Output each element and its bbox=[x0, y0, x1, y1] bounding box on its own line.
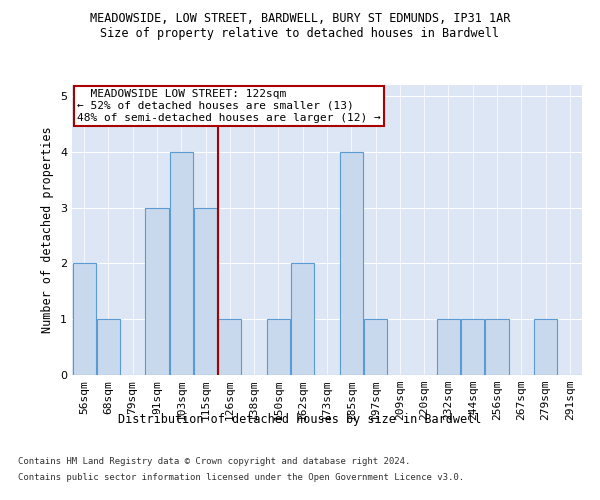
Bar bbox=[364, 319, 387, 375]
Y-axis label: Number of detached properties: Number of detached properties bbox=[41, 126, 55, 334]
Text: MEADOWSIDE LOW STREET: 122sqm
← 52% of detached houses are smaller (13)
48% of s: MEADOWSIDE LOW STREET: 122sqm ← 52% of d… bbox=[77, 90, 381, 122]
Bar bbox=[340, 152, 363, 375]
Text: Size of property relative to detached houses in Bardwell: Size of property relative to detached ho… bbox=[101, 28, 499, 40]
Text: MEADOWSIDE, LOW STREET, BARDWELL, BURY ST EDMUNDS, IP31 1AR: MEADOWSIDE, LOW STREET, BARDWELL, BURY S… bbox=[90, 12, 510, 26]
Bar bbox=[534, 319, 557, 375]
Bar bbox=[437, 319, 460, 375]
Bar bbox=[145, 208, 169, 375]
Bar bbox=[461, 319, 484, 375]
Bar bbox=[170, 152, 193, 375]
Bar bbox=[97, 319, 120, 375]
Text: Contains public sector information licensed under the Open Government Licence v3: Contains public sector information licen… bbox=[18, 472, 464, 482]
Bar bbox=[485, 319, 509, 375]
Bar bbox=[194, 208, 217, 375]
Bar bbox=[267, 319, 290, 375]
Bar bbox=[218, 319, 241, 375]
Text: Distribution of detached houses by size in Bardwell: Distribution of detached houses by size … bbox=[118, 412, 482, 426]
Bar bbox=[73, 264, 95, 375]
Bar bbox=[291, 264, 314, 375]
Text: Contains HM Land Registry data © Crown copyright and database right 2024.: Contains HM Land Registry data © Crown c… bbox=[18, 458, 410, 466]
